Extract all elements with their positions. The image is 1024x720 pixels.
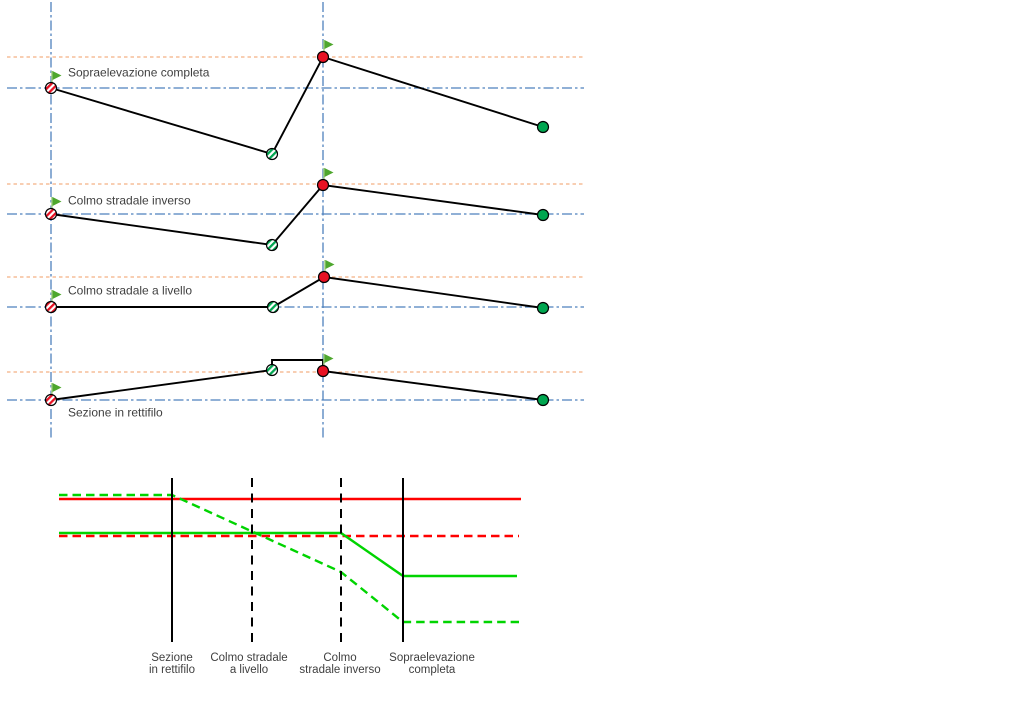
red-solid-point: [316, 50, 330, 64]
section-label-sezione-in-rettifilo: Sezione in rettifilo: [68, 405, 163, 420]
pavement-profile-line: [271, 359, 324, 368]
flag-icon: [52, 383, 62, 392]
flag-icon: [52, 197, 62, 206]
station-label-sezione-in-rettifilo: Sezione in rettifilo: [149, 652, 195, 676]
edge-green-solid-line: [59, 531, 517, 578]
pavement-profile-line: [50, 55, 544, 156]
green-solid-point: [536, 208, 550, 222]
label-line: in rettifilo: [148, 664, 196, 676]
green-solid-point: [536, 301, 550, 315]
station-label-colmo-stradale-inverso: Colmo stradale inverso: [299, 652, 380, 676]
flag-icon: [324, 354, 334, 363]
red-solid-point: [316, 364, 330, 378]
red-hatched-point: [44, 207, 58, 221]
red-hatched-point: [44, 81, 58, 95]
red-hatched-point: [44, 300, 58, 314]
edge-green-dashed-line: [59, 493, 519, 624]
label-line: Colmo: [323, 652, 357, 664]
pavement-profile-line: [50, 183, 544, 247]
red-hatched-point: [44, 393, 58, 407]
flag-icon: [324, 168, 334, 177]
flag-icon: [325, 260, 335, 269]
pavement-profile-line: [51, 276, 544, 309]
flag-icon: [52, 290, 62, 299]
green-hatched-point: [265, 238, 279, 252]
section-label-colmo-stradale-inverso: Colmo stradale inverso: [68, 193, 191, 208]
station-label-sopraelevazione-completa: Sopraelevazione completa: [389, 652, 475, 676]
green-hatched-point: [266, 300, 280, 314]
station-label-colmo-stradale-a-livello: Colmo stradale a livello: [210, 652, 287, 676]
pavement-profile-line: [50, 369, 273, 401]
label-line: a livello: [229, 664, 269, 676]
label-line: stradale inverso: [299, 664, 381, 676]
red-solid-point: [317, 270, 331, 284]
label-line: Sopraelevazione: [389, 652, 475, 664]
label-line: Sezione: [151, 652, 193, 664]
green-hatched-point: [265, 363, 279, 377]
red-solid-point: [316, 178, 330, 192]
green-solid-point: [536, 120, 550, 134]
flag-icon: [52, 71, 62, 80]
label-line: Colmo stradale: [210, 652, 288, 664]
flag-icon: [324, 40, 334, 49]
section-label-sopraelevazione-completa: Sopraelevazione completa: [68, 65, 210, 80]
green-hatched-point: [265, 147, 279, 161]
section-label-colmo-stradale-a-livello: Colmo stradale a livello: [68, 283, 193, 298]
label-line: completa: [408, 664, 456, 676]
green-solid-point: [536, 393, 550, 407]
pavement-profile-line: [322, 370, 544, 401]
